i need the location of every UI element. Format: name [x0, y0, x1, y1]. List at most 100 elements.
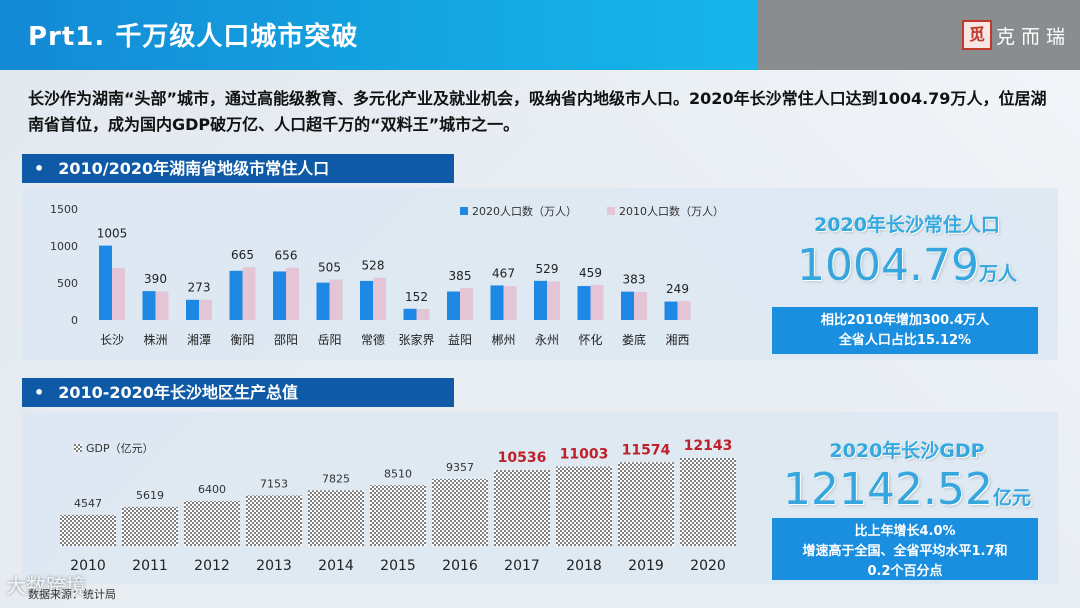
gdp-section-title: 2010-2020年长沙地区生产总值 — [58, 383, 298, 402]
y-tick-label: 0 — [71, 314, 78, 327]
x-tick-label: 2011 — [132, 558, 168, 574]
data-label: 12143 — [684, 438, 733, 454]
legend-label-2020: 2020人口数（万人） — [472, 205, 577, 218]
bar-2010 — [286, 267, 299, 320]
x-tick-label: 邵阳 — [274, 333, 298, 347]
x-tick-label: 2010 — [70, 558, 106, 574]
bar-2010 — [199, 299, 212, 320]
data-label: 11003 — [560, 447, 609, 463]
legend-swatch-2010 — [607, 207, 615, 215]
data-label: 4547 — [74, 497, 102, 510]
bar-2020 — [447, 291, 460, 320]
gdp-note-line2: 增速高于全国、全省平均水平1.7和 — [802, 544, 1008, 559]
bar-2020 — [621, 291, 634, 320]
intro-paragraph: 长沙作为湖南“头部”城市，通过高能级教育、多元化产业及就业机会，吸纳省内地级市人… — [28, 89, 1047, 134]
bar-2010 — [503, 286, 517, 320]
x-tick-label: 衡阳 — [230, 333, 254, 347]
gdp-note-box: 比上年增长4.0% 增速高于全国、全省平均水平1.7和 0.2个百分点 — [772, 518, 1038, 580]
x-tick-label: 张家界 — [398, 332, 434, 347]
bar-2010 — [155, 291, 169, 320]
gdp-bar — [494, 470, 550, 546]
x-tick-label: 2016 — [442, 558, 478, 574]
bar-2020 — [577, 286, 591, 320]
gdp-bar — [618, 462, 674, 546]
legend-swatch-2020 — [460, 207, 468, 215]
x-tick-label: 2014 — [318, 558, 354, 574]
bar-2010 — [112, 267, 125, 320]
population-section-header: • 2010/2020年湖南省地级市常住人口 — [22, 154, 454, 183]
population-stat-value: 1004.79万人 — [772, 240, 1042, 291]
data-label: 249 — [666, 282, 689, 296]
x-tick-label: 株洲 — [143, 332, 167, 347]
bar-2020 — [99, 245, 112, 320]
bar-2020 — [273, 271, 286, 320]
bar-2020 — [403, 308, 417, 320]
x-tick-label: 湘潭 — [187, 332, 211, 347]
y-tick-label: 500 — [57, 277, 78, 290]
bullet-icon: • — [34, 159, 45, 178]
gdp-bar — [184, 501, 240, 546]
page-title: Prt1. 千万级人口城市突破 — [28, 22, 359, 52]
bar-2020 — [664, 301, 678, 320]
gdp-bar — [308, 490, 364, 546]
data-label: 273 — [188, 281, 211, 295]
x-tick-label: 常德 — [361, 332, 385, 347]
gdp-bar — [680, 458, 736, 546]
data-label: 390 — [144, 272, 167, 286]
x-tick-label: 2015 — [380, 558, 416, 574]
bar-2010 — [373, 277, 386, 320]
data-label: 5619 — [136, 489, 164, 502]
gdp-bar — [60, 515, 116, 546]
gdp-bar — [122, 506, 178, 546]
brand-name: 克而瑞 — [996, 26, 1072, 48]
x-tick-label: 长沙 — [100, 333, 124, 347]
gdp-stat-value: 12142.52亿元 — [772, 464, 1042, 515]
data-label: 8510 — [384, 467, 412, 480]
data-label: 1005 — [97, 227, 128, 241]
gdp-bar — [370, 485, 426, 546]
data-label: 7153 — [260, 477, 288, 490]
population-note-line2: 全省人口占比15.12% — [838, 333, 972, 348]
bar-2020 — [142, 291, 156, 320]
x-tick-label: 湘西 — [665, 332, 689, 347]
bar-2020 — [229, 270, 243, 320]
bar-2010 — [590, 284, 604, 320]
x-tick-label: 郴州 — [491, 333, 515, 347]
bar-2020 — [316, 282, 330, 320]
data-label: 656 — [275, 249, 298, 263]
gdp-bar — [246, 495, 302, 546]
bar-2010 — [416, 309, 430, 320]
data-label: 665 — [231, 248, 254, 262]
bar-2010 — [329, 279, 343, 320]
x-tick-label: 益阳 — [448, 333, 472, 347]
data-label: 385 — [449, 269, 472, 283]
bar-2010 — [547, 281, 560, 320]
y-tick-label: 1500 — [50, 203, 78, 216]
x-tick-label: 怀化 — [578, 333, 602, 347]
bar-2010 — [460, 288, 473, 320]
data-label: 505 — [318, 260, 341, 274]
population-bar-chart: 0 500 1000 1500 1005 长沙 390 株洲 273 湘潭 665 衡阳 656 邵阳 50… — [50, 203, 724, 347]
data-label: 10536 — [498, 450, 547, 466]
title-banner: Prt1. 千万级人口城市突破 — [0, 0, 757, 70]
data-label: 529 — [536, 262, 559, 276]
population-section-title: 2010/2020年湖南省地级市常住人口 — [58, 159, 330, 178]
gdp-value: 12142.52 — [783, 464, 993, 515]
x-tick-label: 2017 — [504, 558, 540, 574]
population-note-box: 相比2010年增加300.4万人 全省人口占比15.12% — [772, 307, 1038, 354]
bar-2010 — [634, 291, 647, 320]
population-value: 1004.79 — [797, 240, 979, 291]
data-label: 459 — [579, 266, 602, 280]
gdp-unit: 亿元 — [992, 487, 1031, 509]
gdp-note-line1: 比上年增长4.0% — [854, 524, 956, 539]
legend-label-2010: 2010人口数（万人） — [619, 205, 724, 218]
bar-2020 — [186, 299, 199, 320]
bar-2020 — [490, 285, 504, 320]
data-label: 6400 — [198, 483, 226, 496]
gdp-bar — [556, 466, 612, 546]
population-stat-title: 2020年长沙常住人口 — [814, 214, 1000, 236]
bar-2010 — [677, 301, 691, 320]
data-label: 7825 — [322, 472, 350, 485]
x-tick-label: 2019 — [628, 558, 664, 574]
data-label: 528 — [362, 259, 385, 273]
